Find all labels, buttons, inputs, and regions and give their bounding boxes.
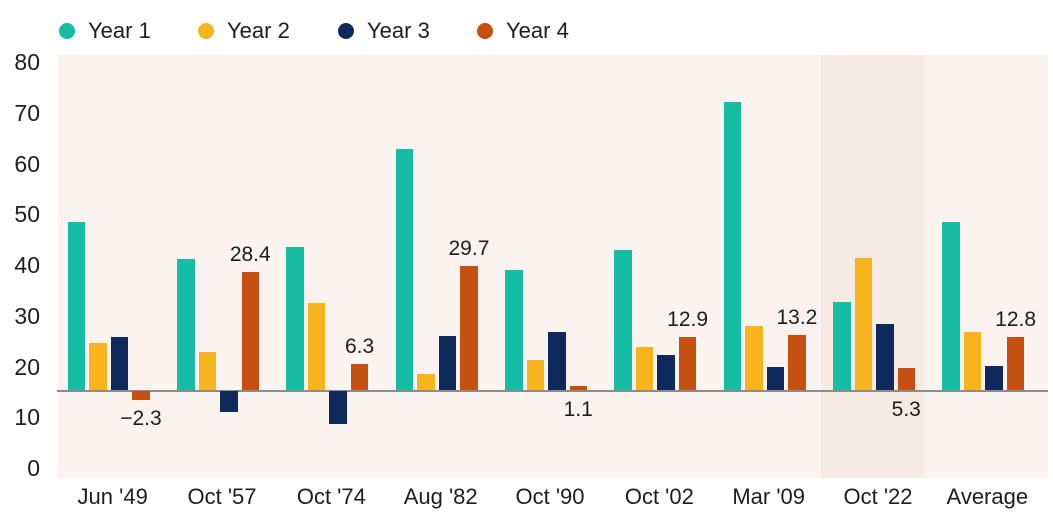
bar-year-3-1: [220, 390, 238, 412]
legend-label-year-2: Year 2: [227, 18, 290, 43]
bar-year-1-1: [177, 259, 195, 391]
bar-year-2-2: [307, 302, 326, 391]
x-label-6: Oct '02: [624, 484, 694, 509]
bar-year-4-2: [350, 364, 369, 391]
bar-year-1-2: [286, 246, 304, 391]
legend-item-3: Year 3: [338, 19, 430, 43]
bar-year-1-5: [614, 250, 632, 391]
legend-label-year-4: Year 4: [506, 18, 569, 43]
value-label-1: 28.4: [229, 242, 271, 266]
value-label-0: −2.3: [120, 407, 162, 431]
bar-year-2-3: [417, 374, 435, 391]
bar-year-1-0: [67, 222, 86, 391]
x-axis-line: [57, 389, 1048, 392]
bar-year-1-6: [723, 102, 742, 391]
bar-year-2-0: [89, 342, 107, 391]
legend-label-year-3: Year 3: [367, 18, 430, 43]
bar-year-3-7: [876, 324, 894, 391]
x-label-8: Oct '22: [843, 484, 913, 509]
bar-year-2-4: [526, 359, 545, 391]
value-label-3: 29.7: [448, 237, 490, 261]
bar-year-1-4: [505, 269, 523, 391]
legend-dot-year-3: [338, 23, 354, 39]
bar-year-1-7: [833, 302, 851, 391]
y-tick-0: 0: [27, 455, 40, 481]
x-label-5: Oct '90: [515, 484, 585, 509]
y-tick-70: 70: [14, 99, 40, 126]
value-label-7: 5.3: [891, 397, 921, 421]
x-label-1: Jun '49: [77, 484, 148, 509]
value-label-4: 1.1: [563, 397, 593, 421]
bar-year-3-2: [329, 390, 347, 424]
y-tick-40: 40: [14, 252, 40, 278]
x-label-2: Oct '57: [187, 484, 257, 509]
bar-year-4-1: [241, 271, 260, 391]
y-tick-60: 60: [14, 150, 40, 177]
bar-year-4-4: [569, 385, 588, 391]
bar-year-4-6: [788, 335, 806, 391]
bar-year-1-3: [395, 148, 414, 391]
value-label-5: 12.9: [667, 307, 709, 331]
value-label-2: 6.3: [345, 335, 375, 359]
y-tick-20: 20: [14, 353, 40, 380]
legend-item-1: Year 1: [59, 19, 151, 43]
bar-year-1-8: [942, 222, 960, 391]
bar-year-3-0: [110, 336, 129, 391]
bar-year-4-3: [460, 266, 478, 391]
bar-year-2-6: [745, 325, 763, 391]
bar-year-2-8: [963, 331, 982, 391]
legend-label-year-1: Year 1: [88, 18, 151, 43]
bar-year-3-3: [438, 335, 457, 391]
legend-item-4: Year 4: [477, 19, 569, 43]
legend-dot-year-1: [59, 23, 75, 39]
legend-dot-year-2: [198, 23, 214, 39]
x-label-4: Aug '82: [403, 484, 478, 509]
x-label-9: Average: [946, 484, 1029, 509]
y-tick-10: 10: [14, 404, 40, 431]
bar-year-3-8: [985, 365, 1003, 391]
value-label-6: 13.2: [776, 306, 818, 330]
bar-year-4-8: [1006, 336, 1025, 391]
value-label-8: 12.8: [995, 307, 1037, 331]
bar-year-2-7: [854, 257, 872, 391]
bar-year-4-0: [132, 390, 150, 401]
bar-year-4-5: [678, 336, 697, 391]
y-tick-30: 30: [14, 302, 40, 329]
y-tick-80: 80: [14, 49, 40, 75]
bar-year-3-5: [657, 354, 675, 391]
legend-item-2: Year 2: [198, 19, 290, 43]
x-label-3: Oct '74: [296, 484, 366, 509]
bar-year-3-6: [766, 366, 785, 391]
y-tick-50: 50: [14, 201, 40, 228]
bar-year-3-4: [548, 331, 566, 391]
highlight-band-oct-22: [821, 55, 924, 478]
x-label-7: Mar '09: [732, 484, 805, 509]
bar-year-4-7: [897, 368, 915, 391]
legend-dot-year-4: [477, 23, 493, 39]
bar-year-2-5: [635, 347, 654, 391]
plot-area: −2.3 28.4 6.3 29.7 1.1 12.9 13.2 5.3 12.8: [57, 55, 1048, 478]
bar-year-2-1: [198, 351, 217, 391]
